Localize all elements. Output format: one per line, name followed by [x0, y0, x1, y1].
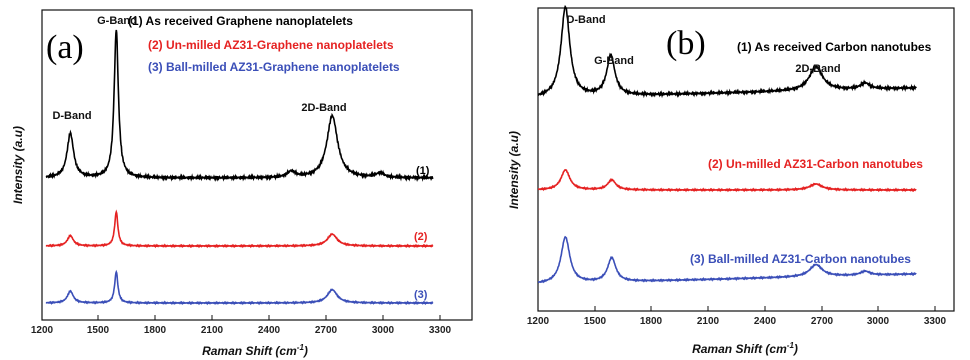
panel-a-curve-label-2: (2)	[414, 231, 428, 243]
panel-b-series-as-received-cnt	[537, 4, 917, 99]
panel-a-tick-2400: 2400	[258, 325, 281, 336]
panel-a-x-axis-label-tail: )	[302, 344, 308, 358]
panel-b-chart: (b) Intensity (a.u) Raman Shift (cm-1) 1…	[507, 4, 955, 356]
panel-b-tick-3300: 3300	[924, 316, 947, 327]
panel-b-x-axis-label-sup: -1	[787, 341, 795, 350]
panel-a-tick-labels: 1200 1500 1800 2100 2400 2700 3000 3300	[31, 325, 452, 336]
panel-a-curve-label-1: (1)	[416, 165, 430, 177]
panel-b-tick-1500: 1500	[584, 316, 607, 327]
panel-a-label: (a)	[46, 29, 84, 66]
panel-a-legend-2: (2) Un-milled AZ31-Graphene nanoplatelet…	[148, 38, 394, 52]
panel-a-tick-3000: 3000	[372, 325, 395, 336]
panel-a-tick-2700: 2700	[315, 325, 338, 336]
panel-a-legend-3: (3) Ball-milled AZ31-Graphene nanoplatel…	[148, 60, 400, 74]
panel-b-legend-1: (1) As received Carbon nanotubes	[737, 40, 932, 54]
panel-b-tick-2400: 2400	[754, 316, 777, 327]
panel-a-series-unmilled-az31-graphene	[45, 209, 434, 249]
panel-b-tick-labels: 1200 1500 1800 2100 2400 2700 3000 3300	[527, 316, 947, 327]
panel-a-tick-1200: 1200	[31, 325, 54, 336]
panel-a-tick-1800: 1800	[144, 325, 167, 336]
panel-a-tick-1500: 1500	[87, 325, 110, 336]
panel-a-series-ballmilled-az31-graphene	[45, 269, 434, 306]
panel-b-x-axis-label-tail: )	[792, 342, 798, 356]
panel-b-y-axis-label: Intensity (a.u)	[507, 131, 521, 209]
panel-a-curve-label-3: (3)	[414, 289, 428, 301]
panel-b-axes-frame	[537, 7, 955, 312]
panel-a-tick-3300: 3300	[429, 325, 452, 336]
panel-b-tick-marks	[537, 306, 936, 311]
panel-a-band-2d: 2D-Band	[301, 102, 346, 114]
panel-a-band-g: G-Band	[97, 15, 137, 27]
panel-a-y-axis-label: Intensity (a.u)	[11, 126, 25, 204]
panel-b-legend-2: (2) Un-milled AZ31-Carbon nanotubes	[708, 157, 923, 171]
panel-a-tick-2100: 2100	[201, 325, 224, 336]
panel-b-series-unmilled-az31-cnt	[537, 168, 917, 193]
panel-b-tick-2100: 2100	[697, 316, 720, 327]
panel-b-series-ballmilled-az31-cnt	[537, 235, 917, 284]
panel-b-tick-1200: 1200	[527, 316, 550, 327]
panel-a-x-axis-label-main: Raman Shift (cm	[202, 344, 297, 358]
panel-b-tick-2700: 2700	[811, 316, 834, 327]
panel-b-legend-3: (3) Ball-milled AZ31-Carbon nanotubes	[690, 252, 911, 266]
panel-a-tick-marks	[41, 315, 441, 320]
panel-b-tick-3000: 3000	[867, 316, 890, 327]
panel-b-x-axis-label-main: Raman Shift (cm	[692, 342, 787, 356]
panel-a-series-as-received-graphene	[45, 29, 434, 183]
panel-b-band-g: G-Band	[594, 55, 634, 67]
panel-b-band-2d: 2D-Band	[795, 63, 840, 75]
panel-a-x-axis-label-sup: -1	[297, 343, 305, 352]
panel-b-label: (b)	[666, 25, 706, 62]
panel-a-axes-frame	[41, 9, 473, 321]
panel-b-tick-1800: 1800	[640, 316, 663, 327]
panel-b-band-d: D-Band	[566, 14, 605, 26]
panel-b-x-axis-label: Raman Shift (cm-1)	[692, 341, 798, 356]
panel-a-chart: (a) Intensity (a.u) Raman Shift (cm-1) 1…	[11, 9, 473, 358]
panel-a-x-axis-label: Raman Shift (cm-1)	[202, 343, 308, 358]
panel-a-band-d: D-Band	[52, 110, 91, 122]
panel-a-legend-1: (1) As received Graphene nanoplatelets	[128, 14, 353, 28]
